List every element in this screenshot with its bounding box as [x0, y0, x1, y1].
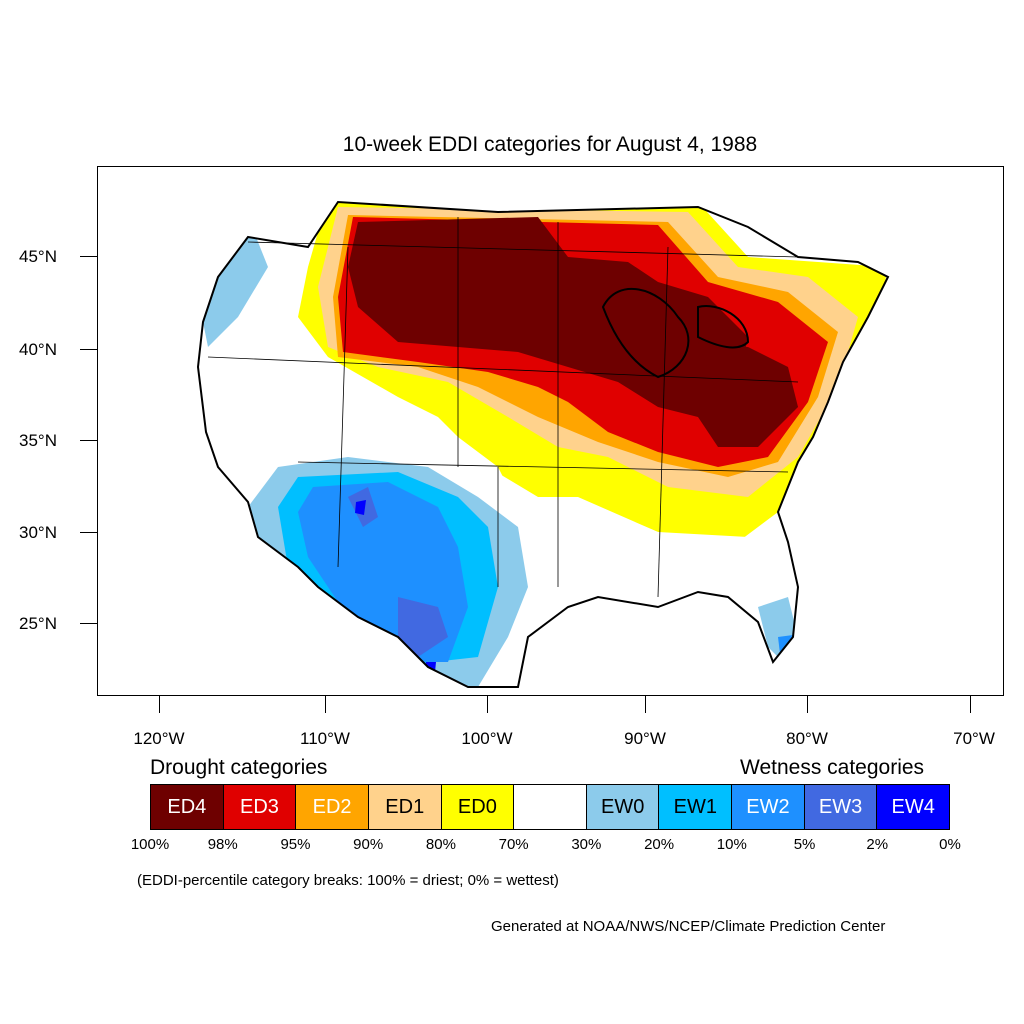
lon-tick: [970, 696, 971, 713]
lon-label: 120°W: [133, 729, 185, 748]
legend-swatch: EW4: [877, 785, 950, 829]
lon-label: 110°W: [300, 729, 350, 748]
lon-label: 100°W: [461, 729, 513, 748]
lat-label: 25°N: [19, 614, 57, 633]
lon-tick: [487, 696, 488, 713]
drought-heading: Drought categories: [150, 756, 328, 779]
lon-label: 90°W: [624, 729, 666, 748]
legend-break-label: 95%: [280, 836, 311, 853]
lon-tick: [645, 696, 646, 713]
legend-break-label: 30%: [571, 836, 602, 853]
lat-tick: [80, 256, 97, 257]
lon-label: 80°W: [786, 729, 828, 748]
lat-label: 35°N: [19, 431, 57, 450]
legend-swatch: [514, 785, 587, 829]
lat-tick: [80, 440, 97, 441]
legend-swatch: EW1: [659, 785, 733, 829]
legend-break-label: 5%: [793, 836, 816, 853]
eddi-map: [97, 166, 1004, 696]
legend-swatch: ED2: [296, 785, 369, 829]
credit-line: Generated at NOAA/NWS/NCEP/Climate Predi…: [491, 918, 886, 935]
lon-tick: [159, 696, 160, 713]
legend-break-label: 80%: [425, 836, 456, 853]
legend-swatch: ED4: [151, 785, 224, 829]
wetness-heading: Wetness categories: [740, 756, 925, 779]
legend-break-label: 98%: [207, 836, 238, 853]
lon-label: 70°W: [953, 729, 995, 748]
legend-break-label: 2%: [866, 836, 889, 853]
ew3-region: [398, 597, 448, 657]
legend-break-label: 90%: [353, 836, 384, 853]
breaks-note: (EDDI-percentile category breaks: 100% =…: [137, 872, 559, 889]
lat-tick: [80, 532, 97, 533]
normal-region: [498, 497, 788, 622]
lat-label: 40°N: [19, 340, 57, 359]
lon-tick: [807, 696, 808, 713]
legend-break-label: 0%: [939, 836, 961, 853]
legend-swatch: EW3: [804, 785, 878, 829]
legend-break-label: 10%: [716, 836, 747, 853]
legend-colorbar: ED4 ED3 ED2 ED1 ED0 EW0 EW1 EW2 EW3 EW4: [150, 784, 950, 830]
legend-swatch: EW0: [586, 785, 660, 829]
lat-label: 30°N: [19, 523, 57, 542]
legend-swatch: EW2: [732, 785, 805, 829]
legend-break-label: 20%: [644, 836, 675, 853]
legend-swatch: ED0: [441, 785, 515, 829]
lat-label: 45°N: [19, 247, 57, 266]
state-borders: [207, 217, 799, 598]
ed4-region: [698, 342, 798, 422]
map-title: 10-week EDDI categories for August 4, 19…: [342, 133, 758, 156]
eddi-map-canvas: [196, 200, 890, 688]
lat-tick: [80, 623, 97, 624]
legend-swatch: ED1: [368, 785, 442, 829]
legend-break-label: 70%: [498, 836, 529, 853]
lon-tick: [325, 696, 326, 713]
category-fields: [198, 202, 888, 687]
lat-tick: [80, 349, 97, 350]
legend-break-label: 100%: [130, 836, 170, 853]
legend-swatch: ED3: [223, 785, 297, 829]
coastlines: [196, 200, 890, 688]
ed4-region: [348, 217, 798, 447]
ew4-region: [355, 500, 366, 515]
